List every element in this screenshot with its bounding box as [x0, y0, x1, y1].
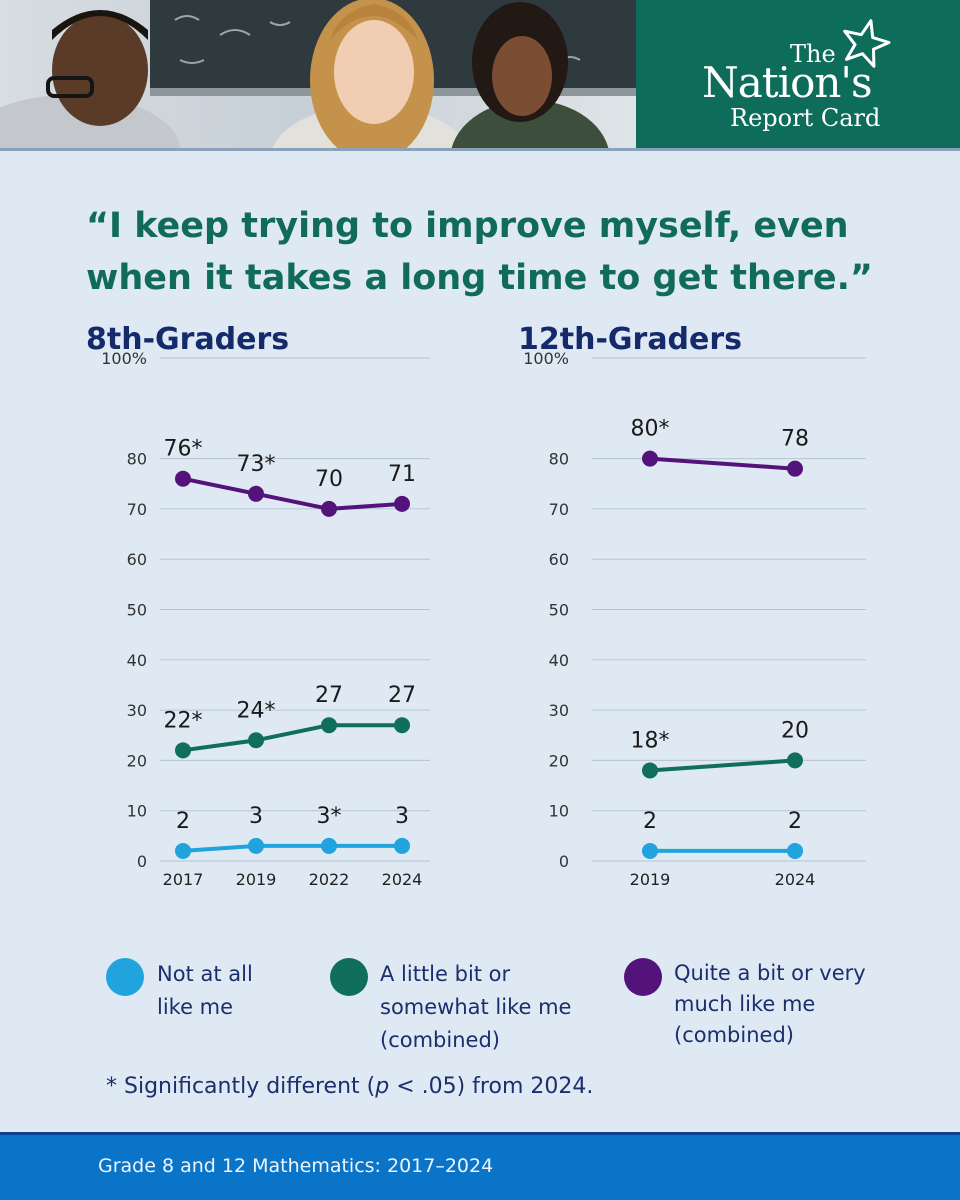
data-label-8th: 71 — [388, 462, 416, 487]
data-point-12th — [642, 762, 658, 779]
significance-footnote: * Significantly different (p < .05) from… — [106, 1074, 594, 1099]
data-point-8th — [394, 717, 410, 734]
survey-quote: “I keep trying to improve myself, even w… — [86, 206, 873, 298]
x-tick-label-8th: 2017 — [163, 870, 204, 889]
logo-nations: Nation's — [702, 58, 873, 107]
data-label-8th: 24* — [237, 698, 276, 723]
data-point-12th — [787, 752, 803, 769]
y-tick-label-8th: 40 — [127, 651, 147, 670]
data-point-12th — [642, 842, 658, 859]
data-point-8th — [248, 485, 264, 502]
data-label-12th: 18* — [631, 728, 670, 753]
y-tick-label-8th: 100% — [101, 349, 147, 368]
footer-subject: Grade 8 and 12 Mathematics: 2017–2024 — [98, 1155, 494, 1177]
data-point-12th — [642, 450, 658, 467]
y-tick-label-12th: 10 — [549, 802, 569, 821]
data-label-8th: 27 — [315, 683, 343, 708]
logo-report-card: Report Card — [730, 104, 881, 132]
y-tick-label-8th: 30 — [127, 701, 147, 720]
x-tick-label-12th: 2019 — [630, 870, 671, 889]
data-label-12th: 20 — [781, 718, 809, 743]
y-tick-label-12th: 20 — [549, 751, 569, 770]
data-label-12th: 80* — [631, 417, 670, 442]
legend-label-not-at-all: Not at all like me — [157, 962, 253, 1019]
y-tick-label-12th: 70 — [549, 500, 569, 519]
series-line-8th — [182, 723, 402, 753]
data-point-8th — [321, 717, 337, 734]
data-label-8th: 3* — [317, 804, 342, 829]
legend-label-somewhat: A little bit or somewhat like me (combined… — [380, 962, 572, 1052]
logo-the: The — [790, 40, 836, 68]
y-tick-label-12th: 30 — [549, 701, 569, 720]
header: The Nation's Report Card — [0, 0, 960, 151]
data-label-8th: 3 — [249, 804, 263, 829]
footer-divider — [0, 1132, 960, 1135]
data-point-8th — [248, 837, 264, 854]
series-line-8th — [182, 476, 403, 511]
y-tick-label-8th: 70 — [127, 500, 147, 519]
data-label-8th: 73* — [237, 452, 276, 477]
x-tick-label-8th: 2022 — [309, 870, 350, 889]
x-tick-label-8th: 2019 — [236, 870, 277, 889]
data-point-8th — [175, 842, 191, 859]
y-tick-label-12th: 40 — [549, 651, 569, 670]
y-tick-label-12th: 50 — [549, 601, 569, 620]
y-tick-label-12th: 60 — [549, 550, 569, 569]
y-tick-label-8th: 50 — [127, 601, 147, 620]
series-line-12th — [649, 456, 796, 471]
header-divider — [0, 148, 960, 151]
data-point-8th — [175, 470, 191, 487]
students-photo — [0, 0, 636, 150]
x-tick-label-8th: 2024 — [382, 870, 423, 889]
y-tick-label-8th: 80 — [127, 450, 147, 469]
legend-dot-somewhat — [330, 958, 368, 996]
legend-dot-very-much — [624, 958, 662, 996]
data-label-8th: 3 — [395, 804, 409, 829]
data-label-8th: 76* — [164, 437, 203, 462]
data-point-8th — [394, 837, 410, 854]
data-label-8th: 70 — [315, 467, 343, 492]
data-label-8th: 2 — [176, 809, 190, 834]
y-tick-label-12th: 80 — [549, 450, 569, 469]
footer-bar — [0, 1132, 960, 1200]
data-label-8th: 22* — [164, 708, 203, 733]
y-tick-label-8th: 60 — [127, 550, 147, 569]
legend-dot-not-at-all — [106, 958, 144, 996]
data-point-12th — [787, 460, 803, 477]
series-line-8th — [182, 843, 402, 853]
x-tick-label-12th: 2024 — [775, 870, 816, 889]
data-point-8th — [321, 837, 337, 854]
y-tick-label-12th: 0 — [559, 852, 569, 871]
chart-title-12th: 12th-Graders — [518, 322, 743, 357]
star-icon — [843, 19, 891, 68]
series-line-12th — [649, 758, 796, 773]
data-point-8th — [175, 742, 191, 759]
legend-label-very-much: Quite a bit or very much like me (combined… — [674, 961, 866, 1047]
data-point-12th — [787, 842, 803, 859]
y-tick-label-8th: 0 — [137, 852, 147, 871]
y-tick-label-8th: 20 — [127, 751, 147, 770]
data-label-12th: 2 — [788, 809, 802, 834]
y-tick-label-12th: 100% — [523, 349, 569, 368]
data-label-8th: 27 — [388, 683, 416, 708]
logo-panel — [636, 0, 960, 150]
data-point-8th — [321, 500, 337, 517]
students-photo-illustration — [0, 0, 636, 150]
y-tick-label-8th: 10 — [127, 802, 147, 821]
data-point-8th — [394, 495, 410, 512]
data-point-8th — [248, 732, 264, 749]
data-label-12th: 2 — [643, 809, 657, 834]
chart-title-8th: 8th-Graders — [86, 322, 290, 357]
data-label-12th: 78 — [781, 427, 809, 452]
